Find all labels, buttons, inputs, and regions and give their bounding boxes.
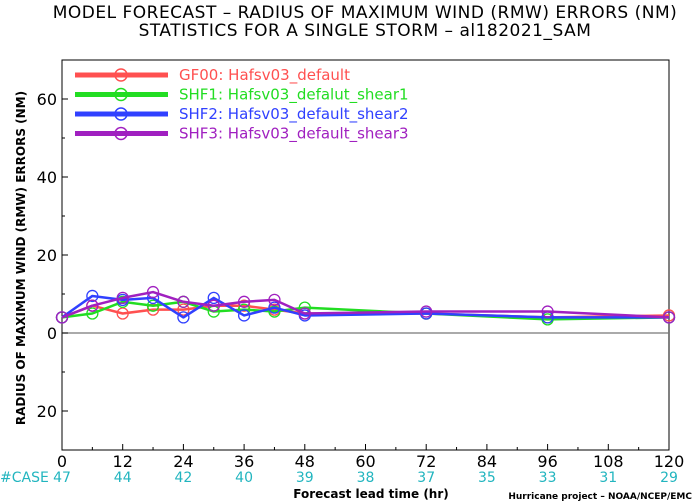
- case-count: 35: [478, 470, 496, 486]
- x-tick-label: 120: [654, 452, 685, 471]
- legend-swatch-marker: [114, 87, 128, 102]
- case-count: 39: [296, 470, 314, 486]
- axes: 0 12 24 36 48 60 72 84 96 108 120 20 0 20 40 60: [37, 59, 685, 471]
- x-tick-label: 72: [416, 452, 436, 471]
- case-count: 29: [660, 470, 678, 486]
- case-count: 42: [174, 470, 192, 486]
- series-point: [177, 303, 190, 316]
- series-point: [541, 305, 554, 318]
- series-point: [177, 295, 190, 308]
- series-layer: [55, 285, 676, 326]
- chart-title: MODEL FORECAST – RADIUS OF MAXIMUM WIND …: [53, 3, 678, 23]
- case-count: 31: [599, 470, 617, 486]
- legend-entry-label: SHF3: Hafsv03_default_shear3: [179, 125, 409, 144]
- x-tick-label: 60: [355, 452, 375, 471]
- case-counts: 47 44 42 40 39 38 37 35 33 31 29: [53, 470, 678, 486]
- series-point: [237, 295, 251, 308]
- case-count: 37: [417, 470, 435, 486]
- case-count: 40: [235, 470, 253, 486]
- legend-entry-label: SHF1: Hafsv03_defalut_shear1: [179, 86, 409, 105]
- x-axis-label: Forecast lead time (hr): [293, 487, 449, 501]
- x-tick-label: 96: [537, 452, 557, 471]
- case-count: 33: [539, 470, 557, 486]
- series-point: [177, 311, 190, 324]
- series-point: [298, 307, 311, 320]
- legend-swatch-marker: [114, 107, 128, 121]
- case-count: 44: [114, 470, 132, 486]
- series-point: [207, 299, 220, 312]
- y-axis-label: RADIUS OF MAXIMUM WIND (RMW) ERRORS (NM): [14, 91, 28, 425]
- case-row-label: #CASE: [0, 470, 49, 486]
- series-point: [146, 299, 160, 312]
- y-tick-label: 20: [37, 402, 57, 421]
- case-count: 38: [357, 470, 375, 486]
- x-tick-label: 0: [57, 452, 67, 471]
- series-point: [146, 285, 160, 299]
- series-point: [268, 301, 281, 314]
- series-point: [268, 293, 281, 307]
- series-point: [86, 307, 99, 320]
- x-tick-label: 36: [234, 452, 254, 471]
- series-point: [116, 307, 129, 320]
- series-point: [237, 299, 251, 312]
- legend-entry-label: GF00: Hafsv03_default: [179, 66, 350, 85]
- series-point: [86, 289, 99, 303]
- chart-subtitle: STATISTICS FOR A SINGLE STORM – al182021…: [139, 21, 592, 41]
- legend-entry-label: SHF2: Hafsv03_default_shear2: [179, 105, 409, 124]
- series-point: [237, 309, 251, 322]
- series-point: [420, 305, 433, 318]
- series-point: [268, 305, 281, 318]
- series-point: [86, 299, 99, 312]
- series-point: [146, 303, 160, 316]
- x-tick-label: 48: [295, 452, 315, 471]
- y-tick-label: 40: [37, 168, 57, 187]
- x-tick-label: 24: [173, 452, 193, 471]
- legend-swatch-marker: [114, 68, 128, 82]
- x-tick-label: 12: [113, 452, 133, 471]
- series-point: [55, 311, 69, 324]
- y-tick-label: 0: [47, 324, 57, 343]
- case-count: 47: [53, 470, 71, 486]
- series-point: [207, 291, 220, 305]
- x-tick-label: 84: [477, 452, 497, 471]
- y-tick-label: 60: [37, 90, 57, 109]
- legend-swatch-marker: [114, 126, 128, 141]
- series-point: [662, 311, 676, 324]
- credit-text: Hurricane project – NOAA/NCEP/EMC: [508, 492, 692, 502]
- series-point: [116, 291, 129, 305]
- y-tick-label: 20: [37, 246, 57, 265]
- x-tick-label: 108: [593, 452, 624, 471]
